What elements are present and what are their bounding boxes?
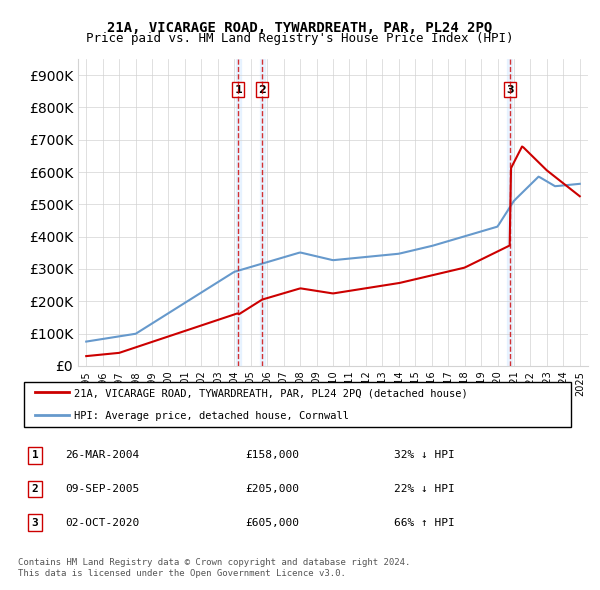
Text: 32% ↓ HPI: 32% ↓ HPI [394,450,454,460]
Text: 2: 2 [32,484,38,494]
Text: 3: 3 [32,517,38,527]
Text: 66% ↑ HPI: 66% ↑ HPI [394,517,454,527]
Text: Price paid vs. HM Land Registry's House Price Index (HPI): Price paid vs. HM Land Registry's House … [86,32,514,45]
Bar [260,59,265,366]
Bar [508,59,512,366]
Text: 2: 2 [258,85,266,94]
Text: £205,000: £205,000 [245,484,299,494]
Text: 1: 1 [32,450,38,460]
Text: 22% ↓ HPI: 22% ↓ HPI [394,484,454,494]
Text: HPI: Average price, detached house, Cornwall: HPI: Average price, detached house, Corn… [74,411,349,421]
Text: 02-OCT-2020: 02-OCT-2020 [65,517,140,527]
Text: 3: 3 [506,85,514,94]
Text: 26-MAR-2004: 26-MAR-2004 [65,450,140,460]
Text: 1: 1 [234,85,242,94]
Bar [236,59,241,366]
Text: This data is licensed under the Open Government Licence v3.0.: This data is licensed under the Open Gov… [18,569,346,578]
Text: 21A, VICARAGE ROAD, TYWARDREATH, PAR, PL24 2PQ (detached house): 21A, VICARAGE ROAD, TYWARDREATH, PAR, PL… [74,389,468,399]
Text: 21A, VICARAGE ROAD, TYWARDREATH, PAR, PL24 2PQ: 21A, VICARAGE ROAD, TYWARDREATH, PAR, PL… [107,21,493,35]
FancyBboxPatch shape [23,382,571,427]
Text: 09-SEP-2005: 09-SEP-2005 [65,484,140,494]
Text: £158,000: £158,000 [245,450,299,460]
Text: £605,000: £605,000 [245,517,299,527]
Text: Contains HM Land Registry data © Crown copyright and database right 2024.: Contains HM Land Registry data © Crown c… [18,558,410,566]
